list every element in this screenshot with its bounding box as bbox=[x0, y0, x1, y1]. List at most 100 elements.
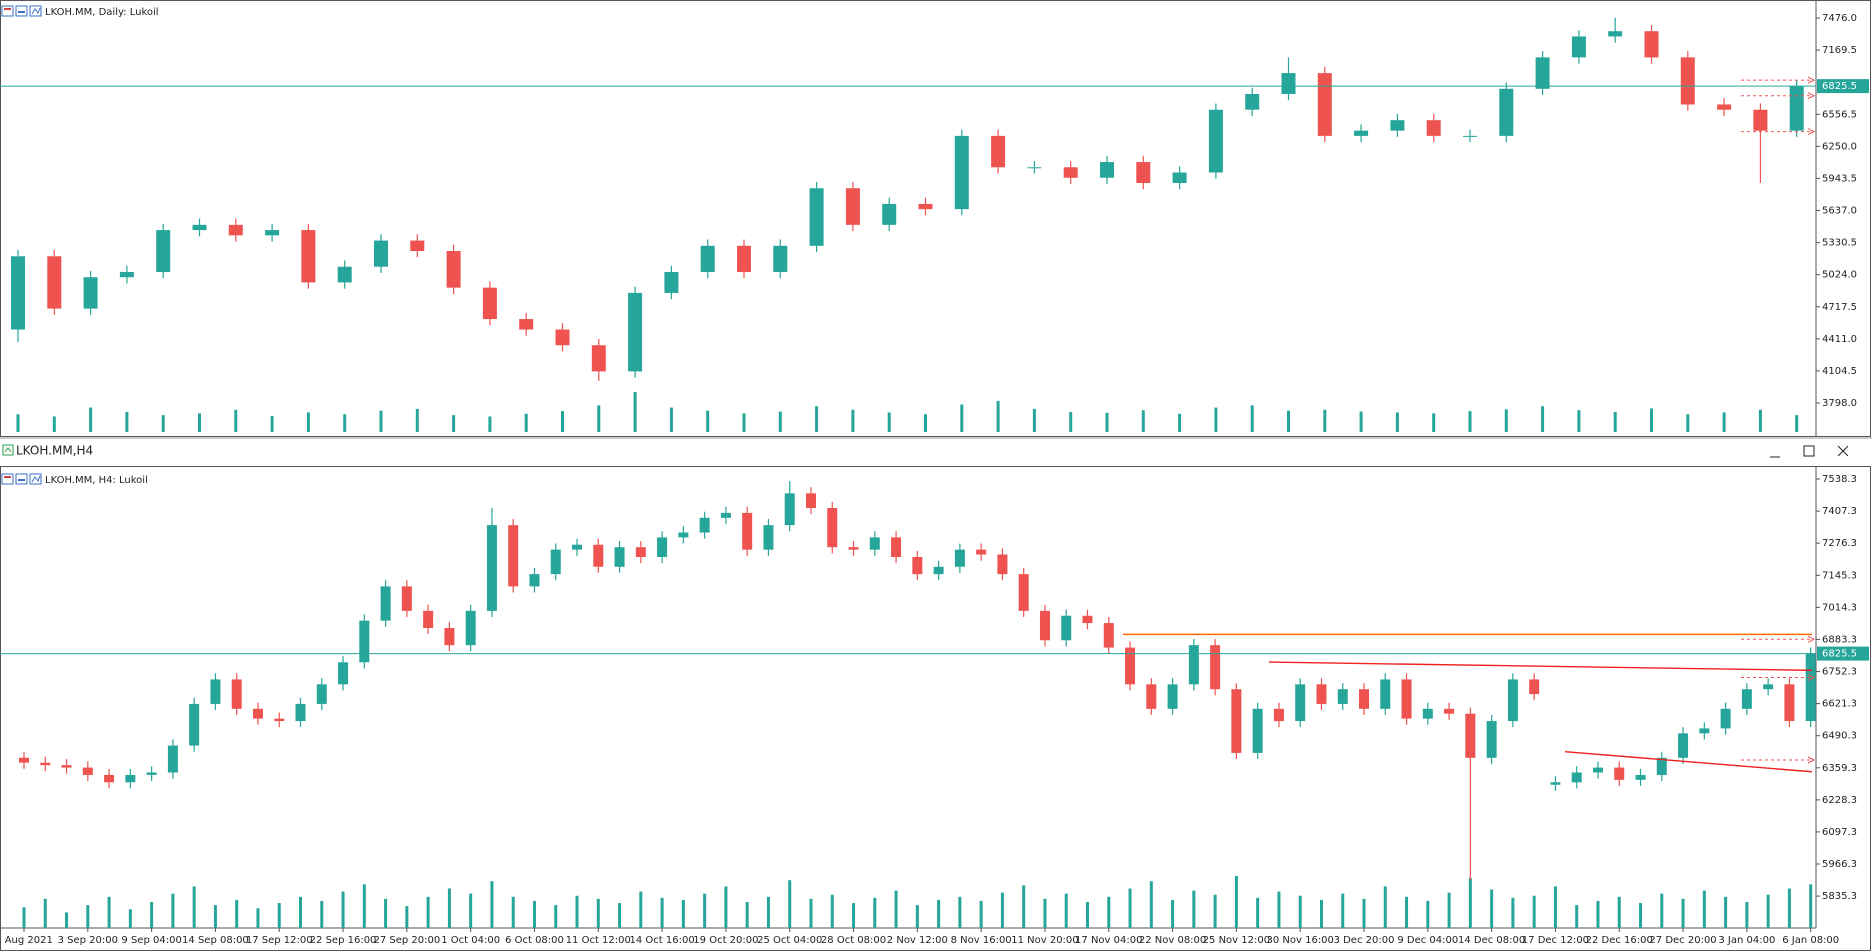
x-tick-label: 14 Sep 08:00 bbox=[182, 935, 249, 946]
maximize-button[interactable] bbox=[1796, 441, 1822, 461]
volume-bar bbox=[488, 416, 492, 432]
volume-bar bbox=[1178, 413, 1182, 432]
candle-body bbox=[628, 292, 643, 372]
volume-bar bbox=[22, 907, 26, 928]
volume-bar bbox=[724, 886, 728, 928]
candle-body bbox=[316, 684, 327, 704]
candle-body bbox=[614, 547, 625, 567]
volume-bar bbox=[1490, 889, 1494, 928]
volume-bar bbox=[1504, 409, 1508, 432]
candle-body bbox=[1354, 130, 1369, 136]
volume-bar bbox=[1149, 881, 1153, 928]
h4-panel bbox=[0, 466, 1871, 951]
volume-bar bbox=[234, 409, 238, 432]
candle-body bbox=[635, 547, 646, 557]
candle-body bbox=[1359, 689, 1370, 709]
y-tick-label: 4717.5 bbox=[1822, 302, 1857, 313]
candle-body bbox=[699, 517, 710, 533]
y-tick-label: 6556.5 bbox=[1822, 109, 1857, 120]
candle-body bbox=[954, 549, 965, 567]
y-tick-label: 6250.0 bbox=[1822, 141, 1857, 152]
candle-body bbox=[1103, 623, 1114, 648]
volume-bar bbox=[235, 899, 239, 928]
candle-body bbox=[1422, 708, 1433, 719]
candle-body bbox=[1444, 708, 1455, 714]
volume-bar bbox=[706, 410, 710, 432]
candle-body bbox=[1401, 679, 1412, 719]
level-arrow bbox=[1807, 635, 1816, 643]
volume-bar bbox=[1432, 413, 1436, 432]
candle-body bbox=[1635, 774, 1646, 780]
candle-body bbox=[1146, 684, 1157, 709]
x-tick-label: 17 Nov 04:00 bbox=[1075, 935, 1142, 946]
volume-bar bbox=[1596, 900, 1600, 928]
candle-body bbox=[1316, 684, 1327, 704]
volume-bar bbox=[852, 903, 856, 928]
candle-body bbox=[19, 757, 29, 763]
candle-body bbox=[156, 230, 171, 272]
candle-body bbox=[550, 549, 561, 575]
candle-body bbox=[1614, 767, 1625, 780]
volume-bar bbox=[1758, 409, 1762, 432]
volume-bar bbox=[469, 893, 473, 928]
volume-bar bbox=[1319, 899, 1323, 928]
candle-body bbox=[1720, 708, 1731, 729]
volume-bar bbox=[1766, 894, 1770, 928]
x-tick-label: 22 Nov 08:00 bbox=[1139, 935, 1206, 946]
volume-bar bbox=[1541, 406, 1545, 432]
candle-body bbox=[555, 329, 570, 346]
volume-bar bbox=[937, 899, 941, 928]
candle-body bbox=[737, 245, 751, 272]
close-button[interactable] bbox=[1830, 441, 1856, 461]
volume-bar bbox=[89, 407, 93, 432]
volume-bar bbox=[1468, 411, 1472, 432]
volume-bar bbox=[128, 909, 132, 928]
volume-bar bbox=[198, 413, 201, 432]
volume-bar bbox=[1650, 408, 1653, 432]
x-tick-label: 14 Oct 16:00 bbox=[629, 935, 694, 946]
h4-header-icons bbox=[1, 473, 42, 485]
candle-body bbox=[593, 544, 604, 567]
x-tick-label: 14 Dec 08:00 bbox=[1458, 935, 1525, 946]
volume-bar bbox=[524, 413, 528, 432]
y-tick-label: 5835.3 bbox=[1822, 891, 1857, 902]
volume-bar bbox=[1395, 412, 1399, 432]
candle-body bbox=[954, 135, 969, 210]
y-tick-label: 3798.0 bbox=[1822, 398, 1857, 409]
candle-body bbox=[848, 547, 859, 550]
candle-body bbox=[410, 240, 425, 252]
candle-body bbox=[784, 493, 795, 526]
candle-body bbox=[1717, 104, 1732, 110]
candle-body bbox=[252, 708, 263, 719]
level-arrow bbox=[1807, 76, 1816, 84]
volume-bar bbox=[171, 893, 175, 928]
volume-bar bbox=[1323, 409, 1327, 432]
volume-bar bbox=[1250, 405, 1254, 432]
volume-bar bbox=[341, 891, 345, 928]
volume-bar bbox=[1724, 896, 1728, 928]
minimize-button[interactable] bbox=[1762, 441, 1788, 461]
volume-bar bbox=[809, 898, 813, 928]
volume-bar bbox=[1532, 895, 1536, 928]
price-tag-label: 6825.5 bbox=[1822, 81, 1857, 92]
volume-bar bbox=[532, 900, 536, 928]
volume-bar bbox=[362, 884, 366, 928]
x-tick-label: 1 Aug 2021 bbox=[0, 935, 53, 946]
candle-body bbox=[1499, 88, 1514, 136]
volume-bar bbox=[1362, 898, 1366, 928]
volume-bar bbox=[979, 900, 983, 928]
daily-header-icons bbox=[1, 5, 42, 17]
window-icon bbox=[2, 444, 14, 456]
volume-bar bbox=[633, 392, 637, 432]
volume-bar bbox=[1105, 412, 1109, 432]
candle-body bbox=[678, 532, 689, 538]
candle-body bbox=[882, 203, 897, 225]
x-tick-label: 3 Sep 20:00 bbox=[58, 935, 118, 946]
volume-bar bbox=[1128, 888, 1132, 928]
candle-body bbox=[1571, 36, 1586, 58]
candle-body bbox=[809, 188, 824, 246]
volume-bar bbox=[960, 404, 964, 432]
candle-body bbox=[1027, 167, 1042, 169]
volume-bar bbox=[43, 898, 47, 928]
candle-body bbox=[1571, 772, 1582, 783]
